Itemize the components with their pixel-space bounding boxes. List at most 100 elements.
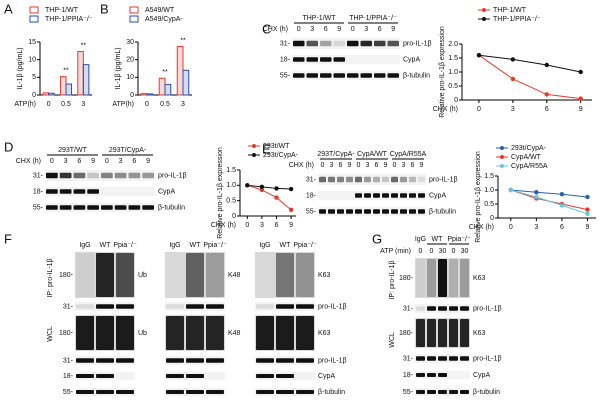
band: [276, 358, 294, 363]
side-label: WCL: [47, 326, 54, 342]
panel-letter: D: [4, 139, 13, 154]
band: [256, 390, 274, 394]
lane-label: 3: [366, 162, 370, 169]
legend-swatch: [29, 6, 39, 14]
lane-label: 3: [330, 162, 334, 169]
protein-label: K63: [318, 272, 331, 279]
band: [337, 209, 344, 214]
band: [296, 253, 314, 297]
lane-label: 0: [393, 162, 397, 169]
band: [333, 40, 345, 47]
significance: **: [180, 37, 186, 44]
lane-label: 6: [411, 162, 415, 169]
marker-label: 55-: [280, 72, 291, 79]
y-tick-label: 1.5: [448, 55, 458, 62]
y-tick-label: 0: [130, 92, 134, 99]
group-label: 293T/CypA-: [317, 151, 355, 158]
legend-dot: [252, 153, 256, 157]
y-tick-label: 0: [490, 215, 494, 222]
band: [387, 40, 399, 47]
band: [76, 390, 94, 394]
point: [508, 187, 513, 193]
point: [259, 187, 265, 193]
band: [128, 205, 141, 210]
protein-label: pro-IL-1β: [473, 355, 502, 362]
band: [360, 73, 372, 78]
marker-label: 55-: [63, 389, 74, 396]
band: [427, 259, 436, 297]
band: [116, 304, 134, 309]
protein-label: K63: [473, 330, 486, 337]
legend-label: A549/WT: [145, 7, 175, 14]
x-axis-label: CHX (h): [289, 162, 314, 169]
group-label: WT: [432, 236, 444, 243]
lane-label: WT: [280, 242, 292, 249]
band: [206, 253, 224, 297]
band: [96, 390, 114, 394]
band: [96, 358, 114, 363]
band: [346, 176, 353, 183]
band: [276, 253, 294, 297]
point: [544, 92, 549, 97]
point: [585, 211, 590, 216]
protein-label: CypA: [429, 192, 446, 199]
lane-label: 6: [324, 26, 328, 33]
band: [438, 259, 447, 297]
marker-label: 55-: [33, 204, 44, 211]
significance: **: [162, 69, 168, 76]
lane-label: Ppia⁻/⁻: [113, 242, 137, 249]
protein-label: pro-IL-1β: [158, 172, 187, 179]
band: [427, 390, 436, 394]
y-tick-label: 30: [126, 39, 134, 46]
band: [409, 176, 416, 183]
band: [382, 176, 389, 183]
x-tick-label: 3: [81, 101, 85, 108]
band: [186, 316, 204, 350]
x-axis-label: CHX (h): [433, 106, 458, 113]
lane-label: 3: [64, 158, 68, 165]
y-tick-label: 0: [32, 92, 36, 99]
bar: [42, 92, 50, 96]
band: [256, 358, 274, 363]
band: [116, 253, 134, 297]
band: [360, 40, 372, 47]
y-tick-label: 20: [126, 57, 134, 64]
point: [544, 62, 549, 68]
y-axis-label: Relative pro-IL-1β expression: [475, 151, 482, 243]
point: [585, 207, 590, 212]
y-axis-label: IL-1β (pg/mL): [17, 47, 24, 89]
band: [416, 373, 425, 377]
marker-label: 31-: [306, 176, 317, 183]
x-tick-label: 0: [509, 224, 513, 231]
band: [73, 205, 86, 210]
band: [449, 259, 458, 297]
group-label: 293T/WT: [58, 147, 88, 154]
bar: [158, 77, 166, 96]
band: [293, 73, 305, 78]
legend-label: 293t/CypA-: [263, 152, 299, 159]
band: [460, 306, 469, 311]
band: [206, 358, 224, 363]
band: [373, 193, 380, 198]
band: [114, 172, 127, 179]
band: [382, 193, 389, 198]
protein-label: K63: [473, 275, 486, 282]
band: [346, 209, 353, 214]
point: [534, 194, 539, 200]
band: [460, 319, 469, 347]
group-label: 293T/CypA-: [109, 147, 147, 154]
legend-dot: [500, 164, 504, 168]
y-tick-label: 0.5: [448, 83, 458, 90]
y-tick-label: 1.0: [226, 182, 236, 189]
marker-label: 31-: [63, 303, 74, 310]
band: [355, 176, 362, 183]
band: [355, 209, 362, 214]
lane-label: 0: [50, 158, 54, 165]
band: [186, 374, 204, 378]
band: [460, 356, 469, 361]
lane-label: 0: [452, 248, 456, 255]
legend-label: THP-1/WT: [45, 7, 79, 14]
point: [259, 184, 265, 190]
band: [296, 390, 314, 394]
bar: [48, 92, 55, 96]
